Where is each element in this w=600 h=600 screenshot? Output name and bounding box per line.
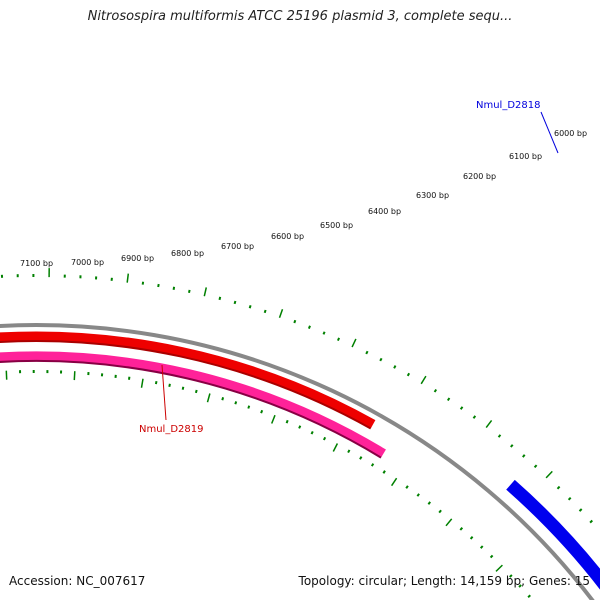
ruler-tick [472,415,477,419]
topology-text: Topology: circular; Length: 14,159 bp; G… [298,574,590,588]
ruler-tick [285,419,289,424]
ruler-tick [427,501,432,505]
ruler-label: 6200 bp [463,172,496,181]
ruler-tick [194,389,198,394]
ruler-tick [438,509,442,514]
ruler-tick [233,300,237,305]
sequence-backbone [0,323,595,600]
ruler-tick [567,496,572,501]
ruler-tick [260,409,264,414]
ruler-tick [497,434,502,438]
ruler-label: 7100 bp [20,259,53,268]
ruler-tick [168,383,171,387]
ruler-label: 6900 bp [121,254,154,263]
ruler-tick [495,564,503,572]
ruler-tick [533,464,538,469]
ruler-tick [469,536,474,540]
ruler-label: 6800 bp [171,249,204,258]
ruler-tick [556,485,561,490]
ruler-tick [510,444,514,448]
ruler-tick [248,305,252,309]
ruler-tick [370,463,375,467]
ruler-tick [479,545,484,549]
ruler-tick [73,371,76,381]
ruler-tick [298,425,302,429]
ruler-tick [154,380,158,385]
gene-label-leader-d2819 [161,364,167,421]
ruler-tick [518,584,522,588]
ruler-tick [188,289,191,294]
ruler-tick [522,454,526,458]
gene-magenta-shadow [0,359,382,459]
ruler-tick [351,338,357,348]
outer-ruler-ticks [0,268,593,524]
ruler-tick [489,554,494,559]
ruler-tick [218,296,222,301]
ruler-tick [347,449,351,454]
ruler-tick [365,350,369,355]
ruler-tick [221,397,225,401]
ruler-label: 7000 bp [71,258,104,267]
ruler-label: 6400 bp [368,207,401,216]
ruler-tick [459,406,464,410]
ruler-label: 6300 bp [416,191,449,200]
ruler-tick [203,287,208,297]
ruler-label: 6600 bp [271,232,304,241]
gene-nmul-d2819-shadow [0,340,372,430]
ruler-label: 6500 bp [320,221,353,230]
ruler-tick [393,365,397,369]
ruler-tick [307,325,311,329]
gene-label-d2819[interactable]: Nmul_D2819 [139,424,204,435]
ruler-tick [509,574,513,578]
ruler-tick [322,331,326,335]
accession-text: Accession: NC_007617 [9,574,146,588]
ruler-tick [416,493,420,497]
gene-magenta-feature[interactable] [0,351,386,458]
gene-label-leader-d2818 [540,111,559,154]
ruler-label: 6000 bp [554,129,587,138]
ruler-tick [332,443,339,452]
ruler-tick [405,485,409,489]
ruler-tick [382,470,386,474]
ruler-tick [446,397,451,402]
ruler-tick [420,375,427,385]
ruler-tick [278,308,284,319]
ruler-tick [181,386,185,390]
ruler-tick [527,594,531,598]
ruler-tick [485,419,493,429]
ruler-tick [433,388,438,393]
ruler-tick [359,456,363,460]
ruler-tick [578,508,583,512]
ruler-tick [234,401,238,405]
gene-label-d2818[interactable]: Nmul_D2818 [476,100,541,111]
ruler-label: 6700 bp [221,242,254,251]
gene-nmul-d2818[interactable] [506,479,600,600]
gene-nmul-d2819[interactable] [0,331,376,429]
ruler-tick [406,372,411,377]
inner-ruler-ticks [5,370,531,598]
ruler-tick [247,405,251,409]
ruler-tick [206,393,211,403]
ruler-tick [271,414,276,424]
map-title: Nitrosospira multiformis ATCC 25196 plas… [87,9,513,24]
ruler-tick [589,519,593,524]
ruler-tick [140,378,144,388]
ruler-tick [336,337,341,342]
ruler-tick [126,273,130,283]
ruler-tick [172,286,176,290]
ruler-tick [379,357,383,362]
ruler-tick [545,470,553,479]
ruler-tick [157,283,160,288]
ruler-tick [310,430,314,435]
ruler-tick [263,309,267,314]
ruler-label: 6100 bp [509,152,542,161]
ruler-tick [445,518,453,527]
ruler-tick [390,477,398,487]
ruler-tick [322,436,327,441]
ruler-tick [293,319,297,324]
ruler-tick [459,527,464,531]
ruler-labels: 7100 bp 7000 bp 6900 bp 6800 bp 6700 bp 6600 … [20,129,587,268]
